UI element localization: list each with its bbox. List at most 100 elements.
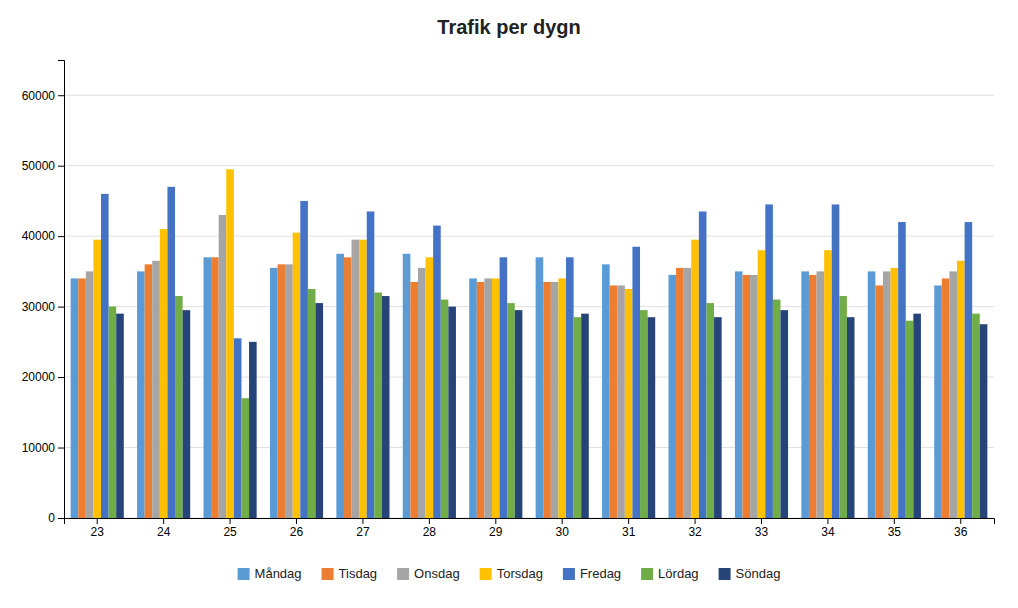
bar: [684, 268, 692, 518]
plot: 0100002000030000400005000060000232425262…: [22, 61, 995, 539]
bar: [249, 342, 257, 518]
bar: [773, 300, 781, 518]
bar: [278, 264, 286, 518]
legend-swatch: [641, 568, 653, 580]
tick-mark: [58, 377, 64, 378]
tick-mark: [58, 448, 64, 449]
bar: [543, 282, 551, 518]
bar: [610, 285, 618, 518]
bar: [448, 307, 456, 518]
bar: [750, 275, 758, 518]
bar: [137, 271, 145, 518]
bar: [980, 324, 988, 518]
legend-item: Torsdag: [480, 566, 543, 581]
bar: [410, 282, 418, 518]
tick-mark: [230, 518, 231, 524]
tick: 23: [91, 518, 105, 539]
bar: [183, 310, 191, 518]
legend-item: Söndag: [719, 566, 781, 581]
bar: [669, 275, 677, 518]
bar: [152, 261, 160, 518]
axis-line: [58, 61, 65, 519]
bar: [676, 268, 684, 518]
bar: [847, 317, 855, 518]
bar: [839, 296, 847, 518]
bar: [293, 233, 301, 518]
bar: [300, 201, 308, 518]
legend-label: Söndag: [736, 566, 781, 581]
bar: [817, 271, 825, 518]
tick-label: 36: [954, 525, 968, 539]
title: Trafik per dygn: [437, 16, 580, 38]
bar: [86, 271, 94, 518]
bar: [204, 257, 212, 518]
bar: [315, 303, 323, 518]
bar: [167, 187, 175, 518]
bar: [507, 303, 515, 518]
bar-series: [86, 215, 957, 518]
tick-label: 23: [91, 525, 105, 539]
bar: [403, 254, 411, 518]
tick-mark: [58, 95, 64, 96]
bar: [891, 268, 899, 518]
tick-label: 25: [223, 525, 237, 539]
tick-mark: [362, 518, 363, 524]
tick: 0: [48, 511, 64, 525]
bar: [691, 240, 699, 518]
tick: 24: [157, 518, 171, 539]
bar: [241, 398, 249, 518]
tick-label: 33: [755, 525, 769, 539]
y-axis: 0100002000030000400005000060000: [22, 61, 65, 526]
bar: [270, 268, 278, 518]
axis-line: [65, 519, 995, 525]
tick-label: 24: [157, 525, 171, 539]
bar: [566, 257, 574, 518]
bar: [492, 278, 500, 518]
bar: [78, 278, 86, 518]
legend-label: Onsdag: [414, 566, 460, 581]
bar: [418, 268, 426, 518]
x-axis: 2324252627282930313233343536: [65, 518, 995, 539]
bar: [706, 303, 714, 518]
bar: [581, 314, 589, 518]
tick: 50000: [22, 159, 64, 173]
tick-mark: [97, 518, 98, 524]
bar: [359, 240, 367, 518]
tick: 30: [556, 518, 570, 539]
tick: 30000: [22, 300, 64, 314]
bar: [801, 271, 809, 518]
tick-mark: [495, 518, 496, 524]
legend-item: Måndag: [238, 566, 302, 581]
bar: [714, 317, 722, 518]
bar-series: [93, 169, 964, 518]
grid: [64, 95, 994, 518]
bar: [957, 261, 965, 518]
tick-label: 28: [423, 525, 437, 539]
legend-item: Onsdag: [397, 566, 460, 581]
bar: [145, 264, 153, 518]
bar: [352, 240, 360, 518]
bar: [640, 310, 648, 518]
legend-swatch: [719, 568, 731, 580]
bar: [374, 293, 382, 518]
legend-item: Lördag: [641, 566, 698, 581]
bar: [234, 338, 242, 518]
tick: 29: [489, 518, 503, 539]
bar: [160, 229, 168, 518]
bar: [93, 240, 101, 518]
tick-mark: [960, 518, 961, 524]
bar: [765, 204, 773, 518]
bar: [735, 271, 743, 518]
bar: [336, 254, 344, 518]
bar: [211, 257, 219, 518]
bar: [441, 300, 449, 518]
tick-mark: [827, 518, 828, 524]
bar: [913, 314, 921, 518]
bar-series: [71, 254, 942, 518]
tick-mark: [429, 518, 430, 524]
tick-label: 0: [48, 511, 55, 525]
grid-line: [64, 165, 994, 166]
legend-label: Torsdag: [497, 566, 543, 581]
tick: 36: [954, 518, 968, 539]
bar: [824, 250, 832, 518]
